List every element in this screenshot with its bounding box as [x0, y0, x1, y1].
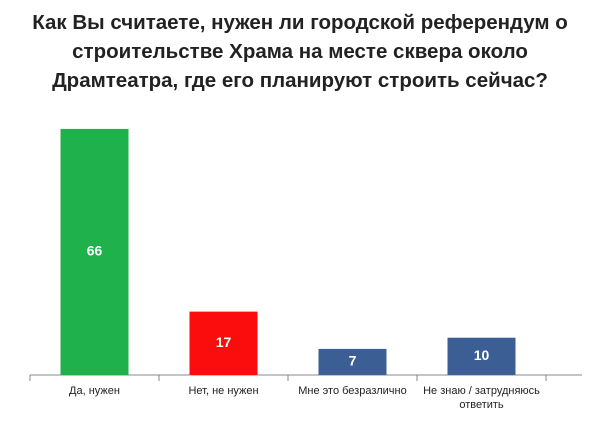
x-tick-label: Нет, не нужен: [188, 385, 259, 397]
chart-title: Как Вы считаете, нужен ли городской рефе…: [32, 11, 568, 92]
x-tick-label: Мне это безразлично: [298, 385, 407, 397]
value-label: 66: [87, 243, 103, 259]
value-label: 17: [216, 334, 232, 350]
x-tick-label: Да, нужен: [69, 385, 120, 397]
value-label: 10: [474, 347, 490, 363]
bar: [318, 348, 387, 375]
bar: [189, 311, 258, 375]
value-label: 7: [349, 353, 357, 369]
bar: [447, 337, 516, 375]
bar: [60, 128, 129, 375]
x-tick-label: Не знаю / затрудняюсь ответить: [423, 385, 540, 411]
